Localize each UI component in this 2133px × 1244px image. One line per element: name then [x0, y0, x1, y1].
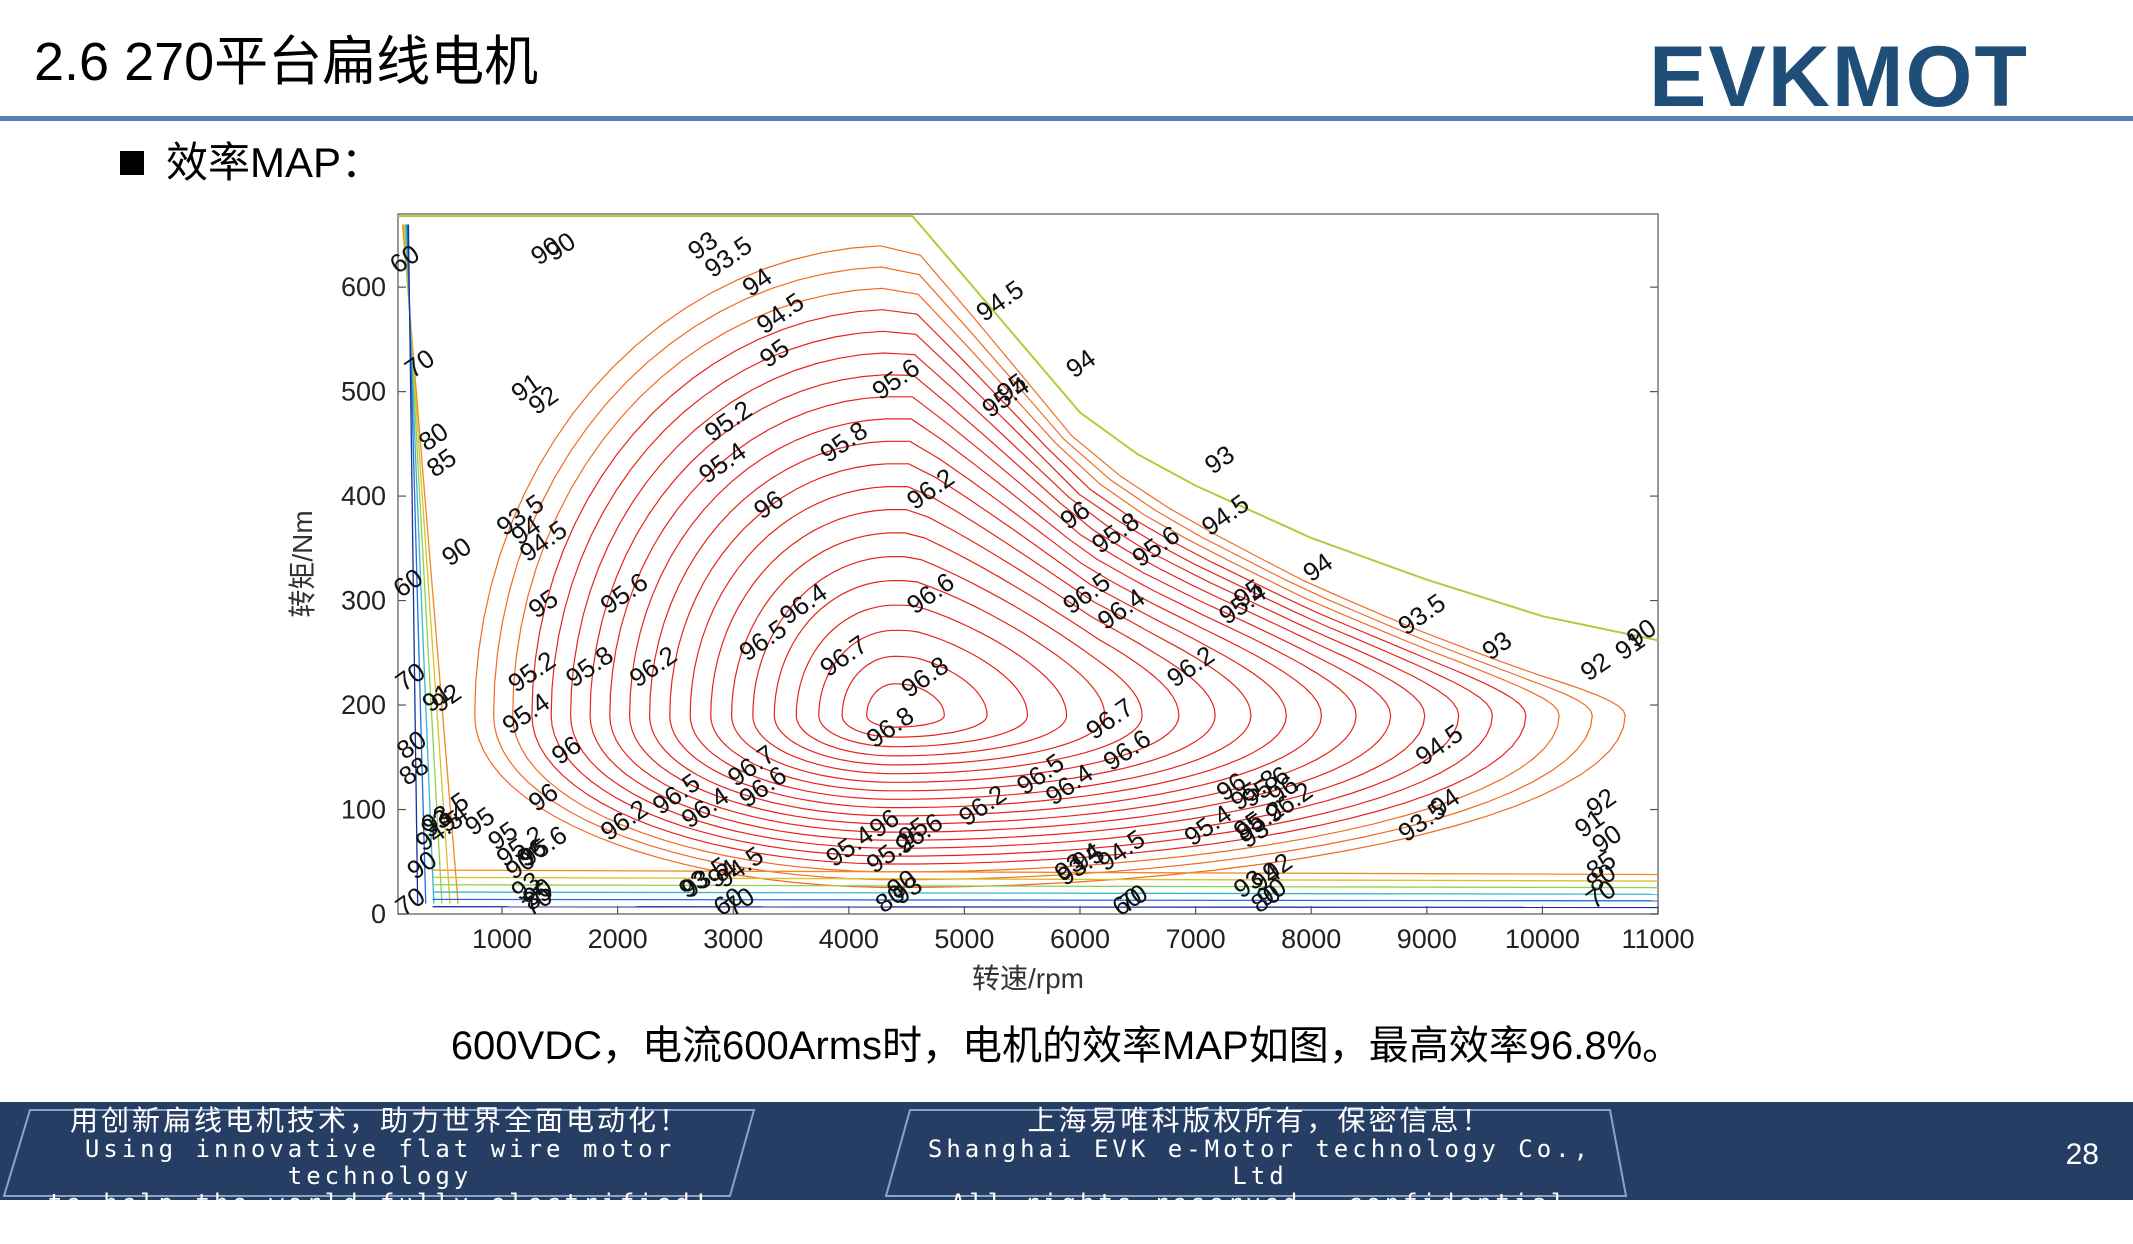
efficiency-contour-line — [589, 374, 1426, 841]
x-axis-label: 转速/rpm — [972, 963, 1084, 994]
x-tick-label: 10000 — [1505, 924, 1580, 954]
y-tick-label: 500 — [341, 377, 386, 407]
efficiency-contour-line — [795, 604, 1068, 757]
x-tick-label: 4000 — [819, 924, 879, 954]
low-efficiency-contour-bottom — [432, 906, 1659, 909]
footer-copyright: 上海易唯科版权所有，保密信息！ Shanghai EVK e-Motor tec… — [900, 1102, 1620, 1244]
y-tick-label: 200 — [341, 690, 386, 720]
low-efficiency-contour-bottom — [432, 884, 1659, 889]
footer-slogan-en-2: to help the world fully electrified! — [47, 1189, 713, 1217]
x-tick-label: 8000 — [1281, 924, 1341, 954]
efficiency-contour-line — [669, 463, 1287, 809]
efficiency-map-svg: 1000 2000 3000 4000 5000 6000 7000 8000 9000 1000… — [287, 213, 1695, 994]
footer-copyright-cn: 上海易唯科版权所有，保密信息！ — [1027, 1105, 1493, 1136]
efficiency-contour-line — [531, 309, 1527, 865]
low-efficiency-contour-bottom — [432, 876, 1659, 882]
low-efficiency-contour-left — [407, 224, 419, 904]
y-tick-label: 100 — [341, 795, 386, 825]
efficiency-contour-line — [752, 556, 1143, 775]
efficiency-contour-line — [609, 396, 1392, 833]
x-tick-label: 5000 — [934, 924, 994, 954]
header-rule — [0, 116, 2133, 121]
chart-caption: 600VDC，电流600Arms时，电机的效率MAP如图，最高效率96.8%。 — [450, 1024, 1683, 1068]
x-tick-label: 9000 — [1397, 924, 1457, 954]
efficiency-contour-line — [648, 440, 1323, 817]
y-tick-label: 0 — [371, 899, 386, 929]
efficiency-contour-line — [689, 486, 1252, 800]
efficiency-contour-line — [492, 266, 1593, 881]
footer-bar: 用创新扁线电机技术，助力世界全面电动化！ Using innovative fl… — [0, 1102, 2133, 1244]
bullet-efficiency-map: 效率MAP： — [120, 138, 383, 188]
page-title: 2.6 270平台扁线电机 — [34, 32, 539, 92]
efficiency-contour-line — [773, 580, 1106, 766]
efficiency-contour-line — [730, 532, 1180, 783]
efficiency-contour-line — [512, 287, 1560, 873]
footer-copyright-en-2: All rights reserved， confidential inform… — [950, 1189, 1570, 1244]
efficiency-map-chart: 1000 2000 3000 4000 5000 6000 7000 8000 9000 1000… — [250, 180, 1750, 1020]
footer-copyright-en-1: Shanghai EVK e-Motor technology Co., Ltd — [927, 1135, 1593, 1190]
efficiency-contour-line — [569, 352, 1460, 849]
efficiency-contour-line — [841, 655, 988, 738]
bullet-square-icon — [120, 151, 144, 175]
low-efficiency-contour-bottom — [432, 869, 1659, 876]
footer-slogan-cn: 用创新扁线电机技术，助力世界全面电动化！ — [69, 1105, 690, 1136]
efficiency-contour-line — [474, 245, 1626, 888]
low-efficiency-contour-bottom — [432, 891, 1659, 895]
y-axis-label: 转矩/Nm — [287, 510, 318, 617]
low-efficiency-contour-bottom — [432, 898, 1659, 902]
footer-slogan-en-1: Using innovative flat wire motor technol… — [84, 1135, 676, 1190]
y-tick-label: 300 — [341, 586, 386, 616]
torque-envelope-line — [398, 215, 1659, 642]
logo-text: EVKMOT — [1649, 30, 2029, 120]
y-tick-label: 600 — [341, 272, 386, 302]
page-number: 28 — [2065, 1138, 2099, 1171]
x-tick-label: 7000 — [1166, 924, 1226, 954]
efficiency-contour-line — [628, 418, 1357, 825]
x-tick-label: 3000 — [703, 924, 763, 954]
x-tick-label: 2000 — [588, 924, 648, 954]
efficiency-contour-line — [550, 330, 1494, 857]
evkmot-logo: EVKMOT — [1649, 30, 2029, 120]
footer-frames — [2, 1109, 1628, 1197]
footer-slogan: 用创新扁线电机技术，助力世界全面电动化！ Using innovative fl… — [30, 1102, 730, 1217]
plot-frame — [397, 213, 1659, 915]
efficiency-contour-line — [710, 509, 1216, 792]
x-tick-label: 6000 — [1050, 924, 1110, 954]
bullet-label: 效率MAP： — [166, 139, 384, 186]
x-tick-label: 1000 — [472, 924, 532, 954]
efficiency-contour-line — [866, 683, 945, 728]
efficiency-contour-line — [818, 629, 1029, 748]
y-tick-label: 400 — [341, 481, 386, 511]
x-tick-label: 11000 — [1621, 924, 1694, 954]
